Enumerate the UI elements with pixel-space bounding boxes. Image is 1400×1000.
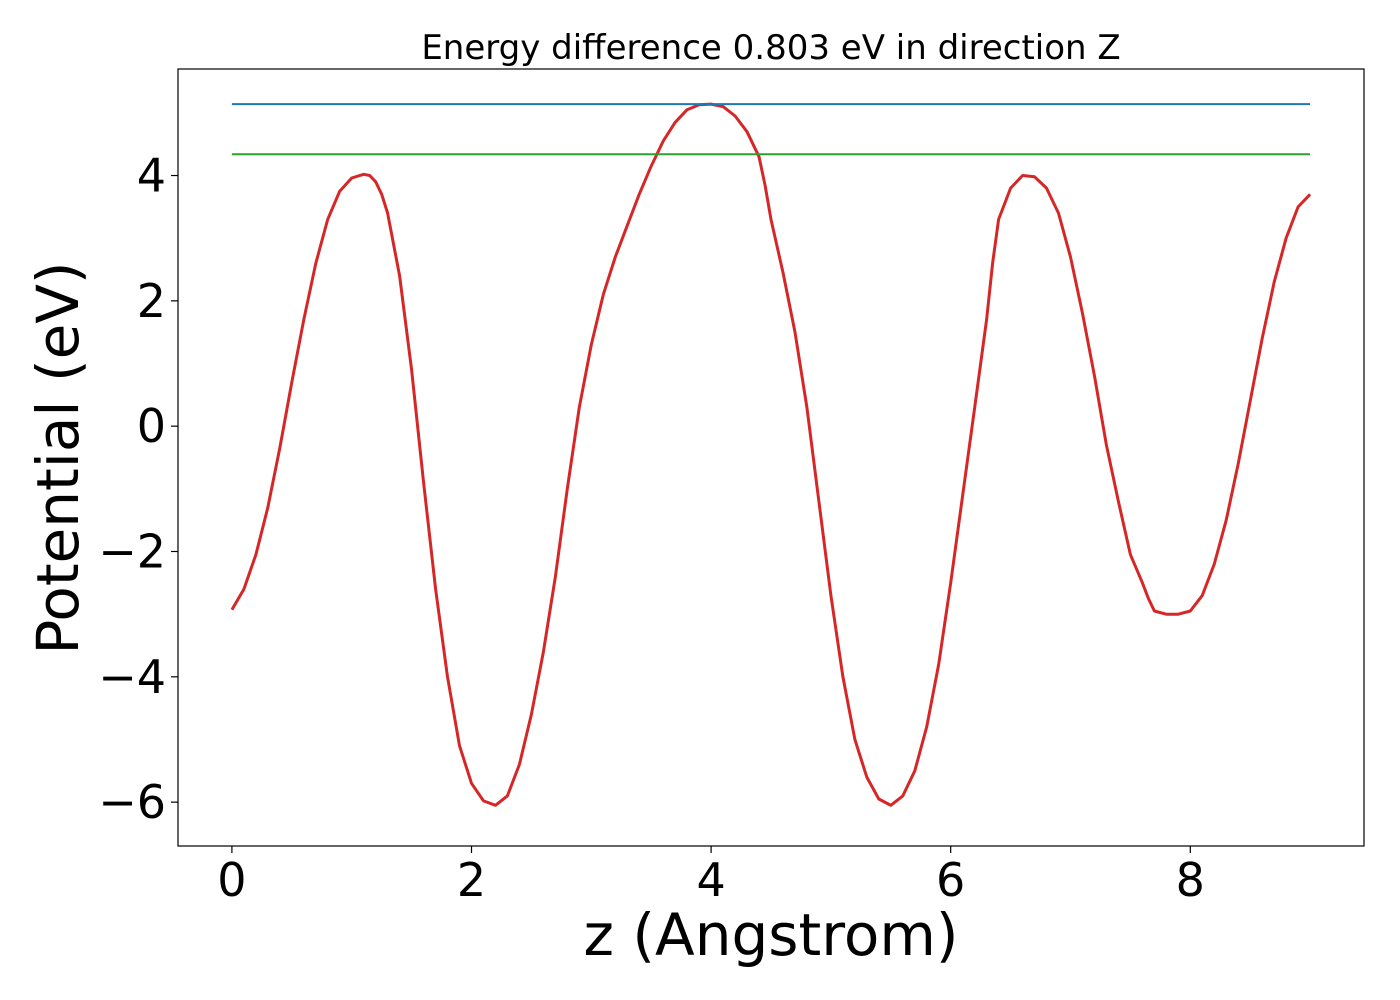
y-tick-label: −6 <box>98 775 166 829</box>
x-tick-label: 4 <box>696 853 725 907</box>
x-tick-label: 6 <box>936 853 965 907</box>
x-tick-label: 2 <box>457 853 486 907</box>
y-tick-label: −2 <box>98 524 166 578</box>
y-tick-label: 4 <box>137 149 166 203</box>
chart-title: Energy difference 0.803 eV in direction … <box>421 28 1120 68</box>
y-tick-label: −4 <box>98 650 166 704</box>
y-tick-label: 0 <box>137 399 166 453</box>
y-tick-label: 2 <box>137 274 166 328</box>
y-axis-label: Potential (eV) <box>24 261 92 654</box>
potential-curve <box>230 102 1312 807</box>
plot-frame <box>177 68 1365 847</box>
plot-area <box>230 102 1312 807</box>
x-axis-ticks: 0 2 4 6 8 <box>217 846 1205 907</box>
x-tick-label: 0 <box>217 853 246 907</box>
x-tick-label: 8 <box>1176 853 1205 907</box>
y-axis-ticks: −6 −4 −2 0 2 4 <box>98 149 178 829</box>
x-axis-label: z (Angstrom) <box>584 901 959 969</box>
